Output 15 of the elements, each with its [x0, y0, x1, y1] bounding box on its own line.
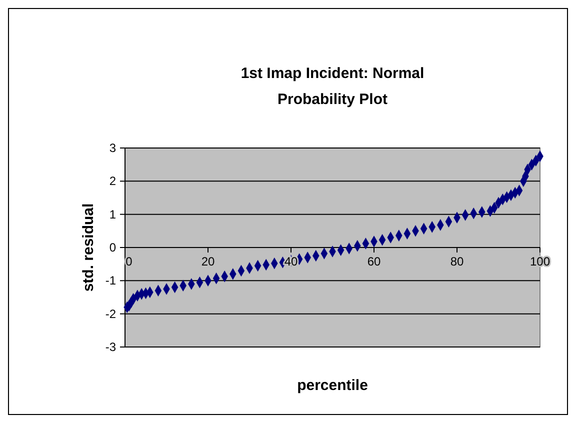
x-axis-title: percentile	[297, 377, 368, 394]
x-tick-label: 80	[450, 254, 464, 268]
y-tick-label: -2	[105, 306, 116, 321]
y-tick-label: -3	[105, 340, 116, 354]
x-tick-label: 100	[530, 254, 550, 268]
y-tick-label: 0	[109, 240, 116, 254]
x-tick-label: 20	[201, 254, 215, 268]
y-tick-label: 3	[109, 141, 116, 155]
y-tick-label: 2	[109, 174, 116, 188]
chart-title: 1st Imap Incident: Normal Probability Plot	[240, 65, 424, 108]
x-tick-label: 0	[126, 254, 133, 268]
y-axis-title: std. residual	[80, 203, 97, 292]
y-tick-label: -1	[105, 274, 116, 288]
x-tick-label: 60	[367, 254, 381, 268]
y-tick-label: 1	[109, 207, 116, 222]
